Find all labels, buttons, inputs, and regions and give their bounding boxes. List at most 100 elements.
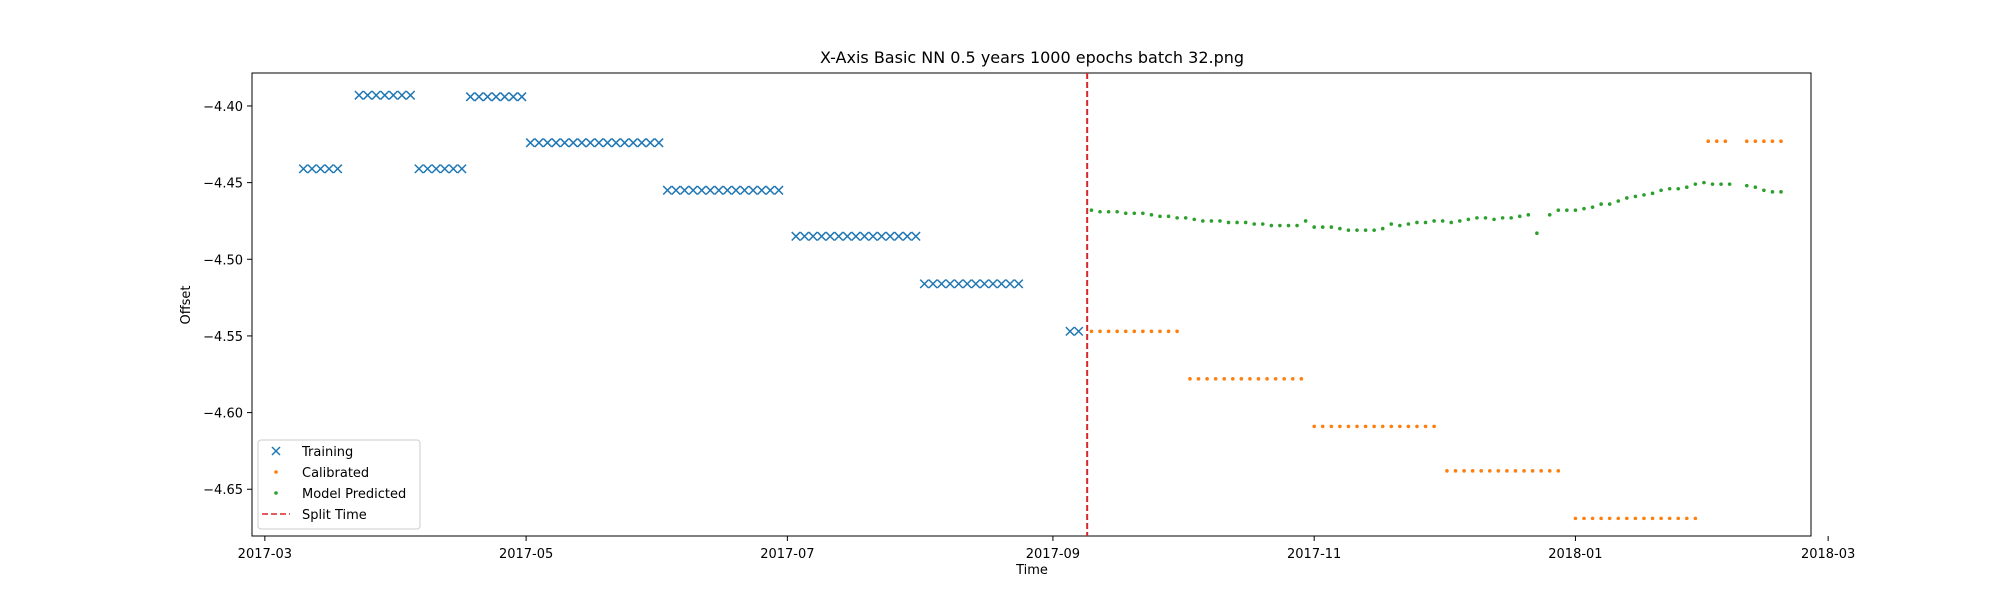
series-training: [298, 90, 1084, 337]
training-point: [499, 92, 510, 102]
predicted-point: [1475, 216, 1479, 220]
training-point: [298, 164, 309, 174]
predicted-point: [1582, 206, 1586, 211]
calibrated-point: [1590, 516, 1595, 521]
training-point: [739, 185, 750, 196]
calibrated-point: [1723, 139, 1728, 144]
predicted-point: [1770, 190, 1775, 194]
training-point: [928, 279, 938, 289]
training-point: [559, 138, 570, 148]
predicted-point: [1565, 208, 1569, 213]
calibrated-point: [1487, 469, 1492, 473]
calibrated-point: [1607, 516, 1612, 521]
calibrated-point: [1676, 516, 1681, 521]
predicted-point: [1547, 213, 1552, 217]
predicted-point: [1762, 188, 1766, 193]
x-tick-label: 2017-05: [499, 547, 553, 562]
training-point: [482, 92, 493, 102]
predicted-point: [1089, 208, 1094, 213]
training-point: [953, 279, 964, 289]
predicted-point: [1201, 219, 1205, 223]
training-point: [637, 138, 647, 148]
predicted-point: [1175, 216, 1179, 220]
predicted-point: [1115, 209, 1119, 214]
predicted-point: [1218, 219, 1222, 223]
predicted-point: [1509, 216, 1513, 220]
y-tick-label: −4.55: [203, 330, 243, 345]
training-point: [868, 231, 878, 242]
training-point: [628, 138, 638, 148]
training-point: [354, 90, 364, 100]
calibrated-point: [1166, 329, 1171, 334]
predicted-point: [1590, 205, 1595, 209]
x-axis: 2017-03 2017-05 2017-07 2017-09 2017-11 2018-…: [238, 536, 1855, 562]
training-point: [774, 185, 784, 196]
calibrated-point: [1770, 139, 1775, 144]
calibrated-point: [1642, 516, 1646, 521]
calibrated-point: [1132, 329, 1137, 334]
y-tick-label: −4.40: [203, 100, 243, 115]
calibrated-point: [1098, 329, 1102, 334]
calibrated-point: [1141, 329, 1145, 334]
calibrated-point: [1779, 139, 1783, 144]
calibrated-point: [1312, 424, 1316, 429]
calibrated-point: [1659, 516, 1663, 521]
predicted-point: [1320, 225, 1325, 229]
predicted-point: [1106, 209, 1111, 214]
predicted-point: [1466, 217, 1471, 222]
predicted-point: [1457, 219, 1462, 223]
calibrated-point: [1213, 377, 1218, 381]
calibrated-point: [1462, 469, 1466, 473]
training-point: [440, 164, 450, 174]
calibrated-point: [1398, 424, 1402, 429]
predicted-point: [1312, 225, 1316, 229]
calibrated-point: [1625, 516, 1629, 521]
training-point: [962, 279, 972, 289]
predicted-point: [1123, 211, 1128, 216]
calibrated-point: [1196, 377, 1201, 381]
legend-training-label: Training: [301, 445, 353, 460]
training-point: [448, 164, 459, 174]
predicted-point: [1727, 182, 1732, 186]
predicted-point: [1415, 220, 1419, 225]
training-point: [799, 231, 810, 242]
predicted-point: [1556, 208, 1561, 213]
predicted-point: [1667, 186, 1672, 191]
predicted-point: [1684, 185, 1689, 190]
training-point: [705, 185, 716, 196]
training-point: [971, 279, 981, 289]
calibrated-point: [1256, 377, 1261, 381]
predicted-point: [1616, 199, 1621, 203]
training-point: [431, 164, 441, 174]
predicted-point: [1132, 211, 1137, 216]
predicted-point: [1633, 194, 1638, 199]
legend-predicted-marker: [274, 491, 278, 495]
training-point: [722, 185, 733, 196]
predicted-point: [1166, 214, 1171, 219]
predicted-point: [1389, 222, 1394, 226]
x-tick-label: 2017-09: [1026, 547, 1080, 562]
calibrated-point: [1363, 424, 1368, 429]
training-point: [551, 138, 561, 148]
predicted-point: [1599, 202, 1603, 206]
training-point: [979, 279, 990, 289]
predicted-point: [1406, 222, 1411, 226]
predicted-point: [1719, 182, 1723, 186]
y-tick-label: −4.45: [203, 177, 243, 192]
training-point: [602, 138, 613, 148]
calibrated-point: [1320, 424, 1325, 429]
training-point: [619, 138, 630, 148]
predicted-point: [1158, 214, 1162, 219]
training-point: [1073, 326, 1084, 337]
y-axis-label: Offset: [179, 285, 194, 324]
training-point: [731, 185, 741, 196]
calibrated-point: [1149, 329, 1154, 334]
calibrated-point: [1599, 516, 1603, 521]
predicted-point: [1517, 214, 1522, 219]
predicted-point: [1744, 183, 1749, 188]
predicted-point: [1432, 219, 1436, 223]
calibrated-point: [1123, 329, 1128, 334]
calibrated-point: [1299, 377, 1304, 381]
predicted-point: [1500, 216, 1505, 220]
calibrated-point: [1744, 139, 1749, 144]
